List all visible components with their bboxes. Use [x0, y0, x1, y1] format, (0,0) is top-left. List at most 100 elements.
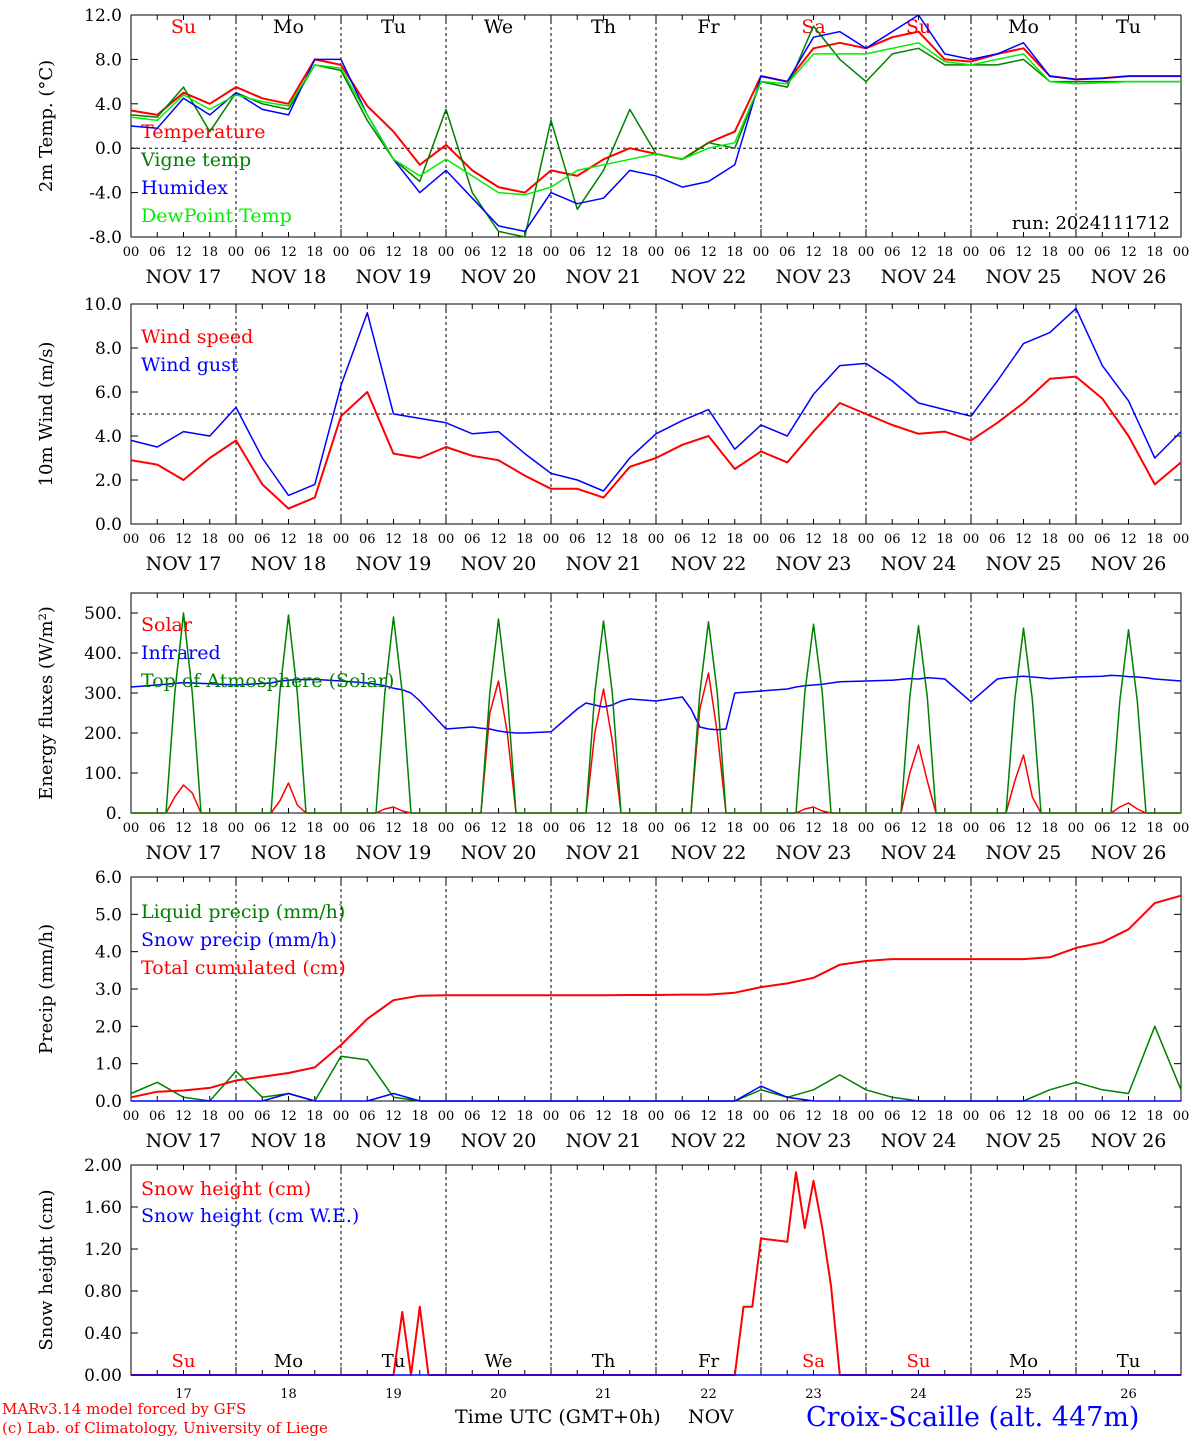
- hour-tick-label: 00: [648, 532, 665, 547]
- hour-tick-label: 06: [884, 821, 901, 836]
- hour-tick-label: 18: [936, 1109, 953, 1124]
- weekday-label: Mo: [1008, 16, 1039, 38]
- hour-tick-label: 18: [201, 245, 218, 260]
- hour-tick-label: 18: [831, 532, 848, 547]
- hour-tick-label: 18: [201, 821, 218, 836]
- day-label: NOV 23: [776, 1130, 852, 1152]
- weekday-label: Fr: [698, 1351, 719, 1372]
- hour-tick-label: 18: [306, 1109, 323, 1124]
- day-number-label: 22: [700, 1387, 717, 1402]
- hour-tick-label: 06: [779, 821, 796, 836]
- legend-entry: Top of Atmosphere (Solar): [141, 670, 394, 692]
- hour-tick-label: 12: [175, 532, 192, 547]
- hour-tick-label: 00: [648, 245, 665, 260]
- hour-tick-label: 00: [1068, 532, 1085, 547]
- hour-tick-label: 12: [1120, 821, 1137, 836]
- hour-tick-label: 12: [1015, 1109, 1032, 1124]
- day-label: NOV 24: [881, 842, 957, 864]
- hour-tick-label: 12: [280, 532, 297, 547]
- hour-tick-label: 18: [306, 532, 323, 547]
- hour-tick-label: 12: [910, 1109, 927, 1124]
- hour-tick-label: 06: [569, 1109, 586, 1124]
- hour-tick-label: 06: [464, 532, 481, 547]
- day-label: NOV 22: [671, 1130, 747, 1152]
- y-axis-label: Energy fluxes (W/m²): [36, 606, 57, 800]
- y-tick-label: 200.: [84, 724, 122, 744]
- hour-tick-label: 06: [254, 1109, 271, 1124]
- hour-tick-label: 06: [1094, 1109, 1111, 1124]
- hour-tick-label: 18: [306, 821, 323, 836]
- weekday-label: Tu: [1117, 1351, 1141, 1372]
- credit-line-2: (c) Lab. of Climatology, University of L…: [2, 1419, 328, 1437]
- hour-tick-label: 06: [989, 821, 1006, 836]
- hour-tick-label: 18: [1146, 532, 1163, 547]
- legend-entry: Temperature: [141, 121, 265, 143]
- day-label: NOV 18: [251, 842, 327, 864]
- credit-line-1: MARv3.14 model forced by GFS: [2, 1400, 247, 1418]
- hour-tick-label: 06: [359, 821, 376, 836]
- hour-tick-label: 06: [254, 532, 271, 547]
- hour-tick-label: 00: [1068, 1109, 1085, 1124]
- day-label: NOV 20: [461, 266, 537, 288]
- y-tick-label: 8.0: [95, 50, 122, 70]
- day-label: NOV 26: [1091, 553, 1167, 575]
- hour-tick-label: 12: [490, 532, 507, 547]
- x-axis-label: Time UTC (GMT+0h): [455, 1406, 661, 1428]
- hour-tick-label: 00: [333, 1109, 350, 1124]
- hour-tick-label: 06: [884, 245, 901, 260]
- hour-tick-label: 00: [228, 821, 245, 836]
- hour-tick-label: 06: [464, 1109, 481, 1124]
- weekday-label: Tu: [381, 16, 406, 38]
- hour-tick-label: 00: [1068, 821, 1085, 836]
- day-number-label: 24: [910, 1387, 927, 1402]
- day-label: NOV 23: [776, 553, 852, 575]
- month-label: NOV: [688, 1406, 734, 1428]
- hour-tick-label: 12: [280, 821, 297, 836]
- hour-tick-label: 12: [910, 532, 927, 547]
- series-line: [130, 42, 1181, 196]
- hour-tick-label: 00: [333, 532, 350, 547]
- day-label: NOV 24: [881, 266, 957, 288]
- hour-tick-label: 18: [1146, 245, 1163, 260]
- hour-tick-label: 12: [1120, 1109, 1137, 1124]
- hour-tick-label: 12: [805, 532, 822, 547]
- hour-tick-label: 12: [700, 821, 717, 836]
- hour-tick-label: 18: [621, 1109, 638, 1124]
- hour-tick-label: 00: [438, 532, 455, 547]
- legend-entry: Snow height (cm W.E.): [141, 1205, 359, 1227]
- hour-tick-label: 06: [149, 532, 166, 547]
- series-line: [130, 307, 1182, 497]
- hour-tick-label: 06: [359, 1109, 376, 1124]
- hour-tick-label: 06: [1094, 245, 1111, 260]
- hour-tick-label: 18: [1041, 1109, 1058, 1124]
- y-tick-label: 300.: [84, 684, 122, 704]
- hour-tick-label: 18: [831, 1109, 848, 1124]
- y-axis-label: Precip (mm/h): [36, 924, 57, 1054]
- y-tick-label: 4.0: [95, 95, 122, 115]
- y-tick-label: 10.0: [84, 295, 122, 315]
- station-label: Croix-Scaille (alt. 447m): [806, 1402, 1140, 1433]
- hour-tick-label: 12: [385, 532, 402, 547]
- hour-tick-label: 06: [464, 821, 481, 836]
- hour-tick-label: 06: [884, 532, 901, 547]
- hour-tick-label: 06: [779, 1109, 796, 1124]
- hour-tick-label: 00: [648, 1109, 665, 1124]
- day-label: NOV 17: [146, 266, 222, 288]
- weekday-label: Tu: [382, 1351, 406, 1372]
- day-label: NOV 25: [986, 1130, 1062, 1152]
- y-axis-label: 2m Temp. (°C): [36, 60, 57, 192]
- y-tick-label: 4.0: [95, 943, 122, 963]
- y-tick-label: 2.00: [84, 1156, 122, 1176]
- weekday-label: Su: [172, 1351, 196, 1372]
- day-number-label: 20: [490, 1387, 507, 1402]
- hour-tick-label: 06: [884, 1109, 901, 1124]
- y-tick-label: -8.0: [89, 228, 122, 248]
- hour-tick-label: 18: [621, 821, 638, 836]
- y-tick-label: 1.60: [84, 1198, 122, 1218]
- hour-tick-label: 18: [621, 532, 638, 547]
- hour-tick-label: 06: [674, 532, 691, 547]
- hour-tick-label: 06: [569, 532, 586, 547]
- y-axis-label: 10m Wind (m/s): [36, 342, 57, 487]
- y-tick-label: 5.0: [95, 905, 122, 925]
- hour-tick-label: 12: [1015, 532, 1032, 547]
